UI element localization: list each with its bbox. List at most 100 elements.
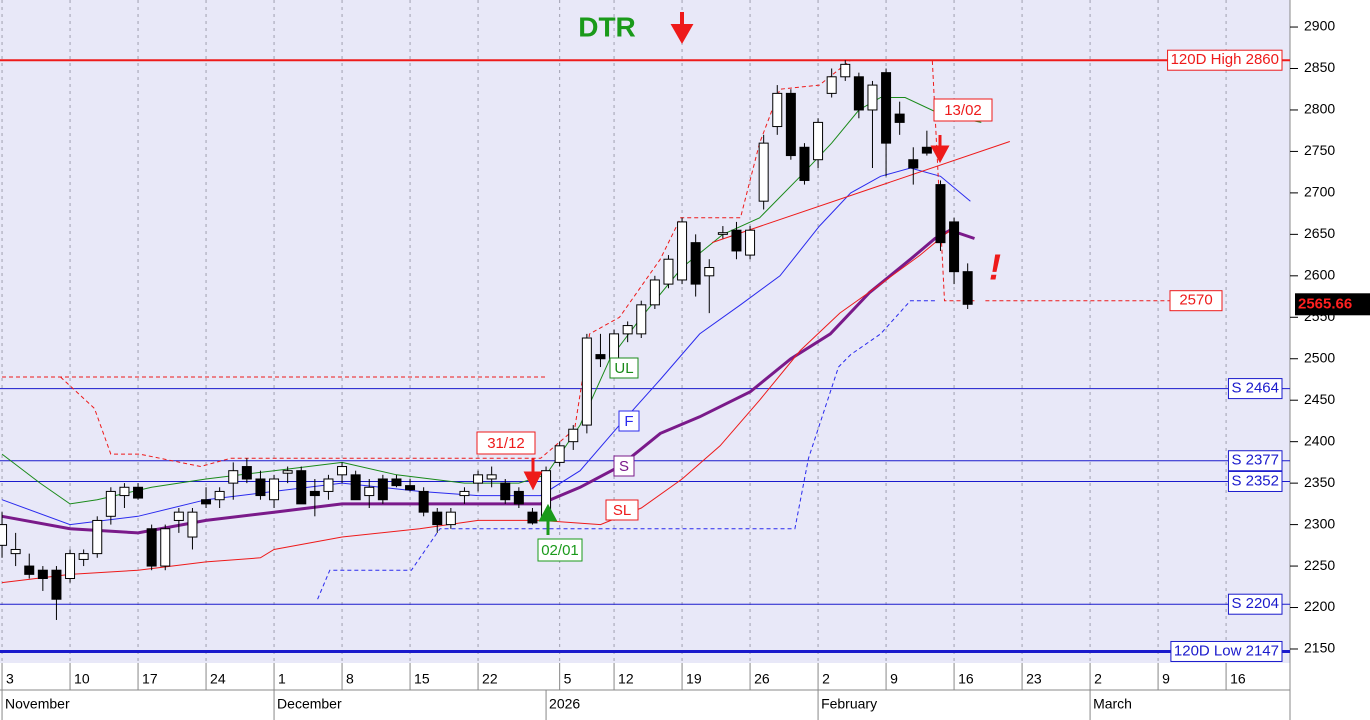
x-tick-label: 1 xyxy=(278,671,286,687)
x-tick-label: 12 xyxy=(618,671,634,687)
indicator-line xyxy=(1,229,951,584)
x-tick-label: 9 xyxy=(1162,671,1170,687)
candle-body xyxy=(445,511,456,526)
x-tick-label: 26 xyxy=(754,671,770,687)
candle-body xyxy=(187,511,198,538)
candle-body xyxy=(146,528,157,567)
candle-body xyxy=(813,121,824,161)
candle-body xyxy=(881,72,892,144)
candle-body xyxy=(622,325,633,335)
candle-body xyxy=(949,221,960,273)
candle-body xyxy=(24,565,35,575)
candle-body xyxy=(377,478,388,501)
candle-body xyxy=(255,478,266,497)
x-tick-label: 2 xyxy=(822,671,830,687)
candle-body xyxy=(826,76,837,94)
x-tick-label: 5 xyxy=(564,671,572,687)
candle-body xyxy=(160,528,171,567)
date-box xyxy=(537,538,583,562)
candle-body xyxy=(772,92,783,128)
y-tick-label: 2250 xyxy=(1304,557,1335,573)
series-label: S xyxy=(619,458,629,475)
y-tick-label: 2150 xyxy=(1304,640,1335,656)
x-tick-label: 2 xyxy=(1094,671,1102,687)
candle-body xyxy=(853,76,864,111)
level-label: 120D Low 2147 xyxy=(1174,642,1279,659)
candle-body xyxy=(554,445,565,463)
date-label: 13/02 xyxy=(944,102,982,119)
y-tick-label: 2400 xyxy=(1304,432,1335,448)
level-label: S 2377 xyxy=(1231,452,1279,469)
x-tick-label: 24 xyxy=(210,671,226,687)
x-tick-label: 23 xyxy=(1026,671,1042,687)
candle-body xyxy=(500,482,511,501)
alert-mark: ! xyxy=(989,247,1001,288)
candle-body xyxy=(568,428,579,443)
y-tick-label: 2750 xyxy=(1304,142,1335,158)
dtr-label: DTR xyxy=(578,11,636,42)
level-label: S 2204 xyxy=(1231,595,1279,612)
candle-body xyxy=(690,242,701,285)
date-label: 02/01 xyxy=(541,542,579,559)
y-tick-label: 2500 xyxy=(1304,349,1335,365)
candle-body xyxy=(677,221,688,281)
month-label: 2026 xyxy=(549,696,580,712)
candle-body xyxy=(921,146,932,154)
level-label: S 2352 xyxy=(1231,472,1279,489)
series-box xyxy=(605,499,639,521)
candle-body xyxy=(486,474,497,480)
candle-body xyxy=(908,159,919,169)
sell-arrow xyxy=(930,135,950,164)
candle-body xyxy=(51,569,62,600)
candle-body xyxy=(609,333,620,360)
level-box xyxy=(1167,49,1283,71)
y-tick-label: 2300 xyxy=(1304,515,1335,531)
candle-body xyxy=(391,478,402,487)
candle-body xyxy=(201,499,212,505)
candle-body xyxy=(214,490,225,501)
series-label: SL xyxy=(613,502,631,519)
candle-body xyxy=(527,511,538,524)
x-tick-label: 17 xyxy=(142,671,158,687)
series-label: UL xyxy=(614,360,633,377)
x-tick-label: 19 xyxy=(686,671,702,687)
candle-body xyxy=(364,486,375,497)
candle-body xyxy=(309,490,320,497)
level-label: S 2464 xyxy=(1231,380,1279,397)
candle-body xyxy=(418,490,429,513)
candle-body xyxy=(133,486,144,499)
x-tick-label: 8 xyxy=(346,671,354,687)
candle-body xyxy=(595,354,606,360)
marker-box xyxy=(1169,290,1223,312)
candle-body xyxy=(350,474,361,501)
candle-body xyxy=(745,229,756,256)
y-tick-label: 2650 xyxy=(1304,225,1335,241)
y-tick-label: 2350 xyxy=(1304,474,1335,490)
candle-body xyxy=(459,490,470,497)
candle-body xyxy=(840,63,851,78)
y-tick-label: 2700 xyxy=(1304,184,1335,200)
sell-arrow xyxy=(523,458,543,491)
candle-body xyxy=(962,271,973,305)
buy-arrow xyxy=(538,503,558,535)
level-box xyxy=(1170,640,1283,662)
x-tick-label: 16 xyxy=(1230,671,1246,687)
month-label: November xyxy=(5,696,70,712)
candle-body xyxy=(799,146,810,181)
candle-body xyxy=(581,337,592,426)
level-box xyxy=(1227,378,1283,400)
date-label: 31/12 xyxy=(487,435,525,452)
candle-body xyxy=(935,184,946,244)
candle-body xyxy=(228,470,239,484)
series-label: F xyxy=(624,413,633,430)
y-tick-label: 2450 xyxy=(1304,391,1335,407)
x-tick-label: 9 xyxy=(890,671,898,687)
series-box xyxy=(613,455,635,477)
candle-body xyxy=(0,524,8,546)
candle-body xyxy=(867,84,878,111)
last-price-box xyxy=(1295,293,1370,316)
candle-body xyxy=(37,569,48,579)
marker-label: 2570 xyxy=(1179,292,1212,309)
candle-body xyxy=(758,142,769,202)
